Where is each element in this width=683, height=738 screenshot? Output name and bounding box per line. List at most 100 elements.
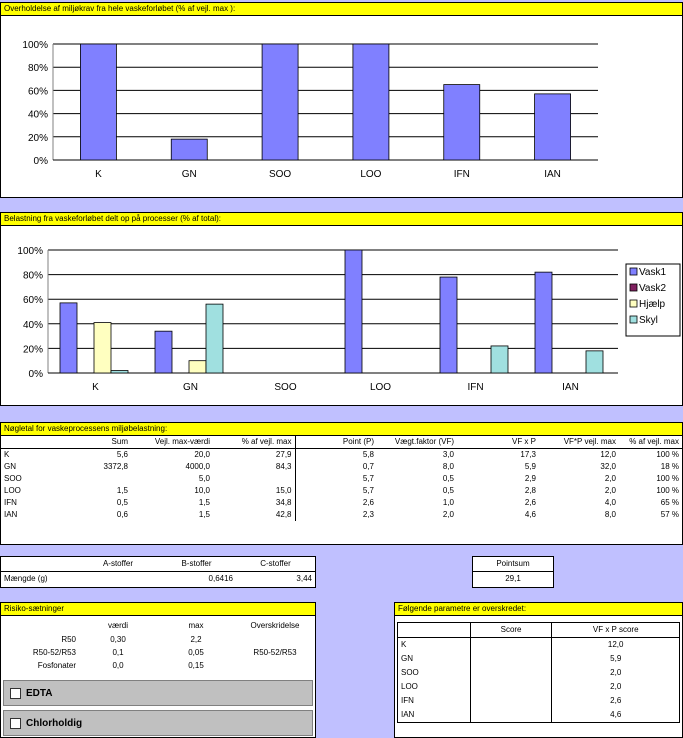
table-cell: 2,6: [294, 497, 377, 509]
table-cell: [235, 633, 315, 646]
table-cell: [469, 637, 552, 652]
table-cell: 2,6: [551, 694, 680, 708]
table-row: Mængde (g) 0,6416 3,44: [1, 572, 315, 587]
bar: [443, 84, 481, 161]
row-label: IAN: [397, 708, 471, 723]
table1-panel: Sum Vejl. max-værdi% af vejl. max Point (P…: [0, 435, 683, 545]
table-cell: 65 %: [660, 498, 679, 507]
x-tick-label: K: [95, 169, 102, 180]
column-header: værdi: [107, 621, 128, 630]
table-cell: 18 %: [660, 462, 679, 471]
table-header-row: værdi max Overskridelse: [1, 619, 315, 633]
pointsum-value: 29,1: [505, 574, 521, 583]
table-cell: 3,0: [442, 450, 454, 459]
table-row: Fosfonater 0,0 0,15: [1, 659, 315, 672]
x-tick-label: SOO: [269, 169, 291, 180]
edta-checkbox[interactable]: EDTA: [3, 680, 313, 706]
table-cell: 0,5: [442, 474, 454, 483]
row-label: SOO: [4, 474, 22, 483]
table-row: R50 0,30 2,2: [1, 633, 315, 646]
table-cell: 2,0: [551, 680, 680, 694]
table-cell: 0,30: [110, 634, 126, 644]
column-header: Score: [469, 622, 553, 638]
bar: [261, 43, 299, 161]
table1-title: Nøgletal for vaskeprocessens miljøbelast…: [0, 422, 683, 436]
table-cell: 2,0: [551, 666, 680, 680]
table-cell: 5,8: [294, 448, 377, 461]
pointsum-label: Pointsum: [473, 557, 553, 572]
column-header: [1, 619, 79, 633]
row-label: K: [397, 637, 471, 652]
table-cell: [469, 680, 552, 694]
chart1-panel: 0% 20% 40% 60% 80% 100% K GN SOO LOO IFN IAN: [0, 15, 683, 198]
table-cell: 100 %: [656, 474, 679, 483]
bar: [352, 43, 390, 161]
column-header: VF x P score: [551, 622, 680, 638]
table-cell: 27,9: [275, 450, 292, 459]
table-cell: 8,0: [604, 510, 616, 519]
column-header: VF*P vejl. max: [539, 436, 619, 449]
legend-label: Vask2: [639, 283, 666, 294]
x-tick-label: LOO: [360, 169, 381, 180]
table-cell: 12,0: [600, 450, 616, 459]
checkbox-icon: [10, 717, 21, 729]
x-tick-label: GN: [182, 169, 197, 180]
table-cell: 0,6416: [208, 574, 233, 583]
table-row: LOO 2,0: [397, 680, 680, 694]
column-header: max: [188, 621, 204, 630]
y-tick-label: 60%: [28, 86, 48, 97]
bar-vask1: [534, 271, 553, 374]
column-header: % af vejl. max: [213, 436, 295, 449]
chart2-panel: 0% 20% 40% 60% 80% 100% K GN SOO LOO IFN IAN Vask1 Va…: [0, 225, 683, 406]
table-cell: 12,0: [551, 637, 680, 652]
table-cell: [235, 659, 315, 672]
table-cell: 5,7: [294, 485, 377, 497]
table-cell: 0,7: [294, 461, 377, 473]
legend-label: Vask1: [639, 267, 666, 278]
table-cell: 4,0: [604, 498, 616, 507]
column-header: [397, 622, 471, 638]
process-load-bar-chart: 0% 20% 40% 60% 80% 100% K GN SOO LOO IFN IAN Vask1 Va…: [17, 246, 681, 393]
row-label: K: [4, 450, 10, 459]
table-cell: 1,0: [442, 498, 454, 507]
table-cell: 2,0: [604, 486, 616, 495]
bar: [534, 93, 571, 161]
table-header-row: Sum Vejl. max-værdi% af vejl. max Point (P…: [1, 436, 682, 449]
chlorholdig-checkbox[interactable]: Chlorholdig: [3, 710, 313, 736]
table-cell: 2,3: [294, 509, 377, 521]
row-label: IAN: [4, 510, 18, 519]
params-title: Følgende parametre er overskredet:: [394, 602, 683, 616]
bar: [170, 138, 208, 161]
row-label: R50: [61, 634, 76, 644]
column-header: B-stoffer: [157, 557, 236, 572]
table-cell: 0,6: [116, 510, 128, 519]
table-cell: 0,15: [188, 660, 204, 670]
y-tick-label: 80%: [23, 271, 43, 282]
table-cell: 100 %: [656, 450, 679, 459]
chart2-title: Belastning fra vaskeforløbet delt op på …: [0, 212, 683, 226]
column-header: Vejl. max-værdi: [131, 436, 213, 449]
y-tick-label: 40%: [28, 110, 48, 121]
table-cell: 0,5: [442, 486, 454, 495]
table-cell: 1,5: [198, 498, 210, 507]
table-cell: 1,5: [198, 510, 210, 519]
table-cell: 57 %: [660, 510, 679, 519]
table-row: GN 5,9: [397, 652, 680, 666]
legend-swatch: [629, 283, 638, 292]
table-cell: R50-52/R53: [253, 647, 297, 657]
table-cell: 2,8: [524, 486, 536, 495]
row-label: LOO: [4, 486, 21, 495]
x-tick-label: SOO: [274, 382, 296, 393]
table-cell: 5,7: [294, 473, 377, 485]
table-cell: 2,6: [524, 498, 536, 507]
table-cell: [46, 473, 131, 485]
y-tick-label: 0%: [34, 156, 49, 167]
legend-label: Skyl: [639, 315, 658, 326]
table-cell: 2,0: [442, 510, 454, 519]
table-cell: 4000,0: [185, 462, 210, 471]
table-cell: 5,0: [198, 474, 210, 483]
column-header: % af vejl. max: [619, 436, 682, 449]
x-tick-label: K: [92, 382, 99, 393]
bar: [80, 43, 117, 161]
x-tick-label: IFN: [467, 382, 483, 393]
